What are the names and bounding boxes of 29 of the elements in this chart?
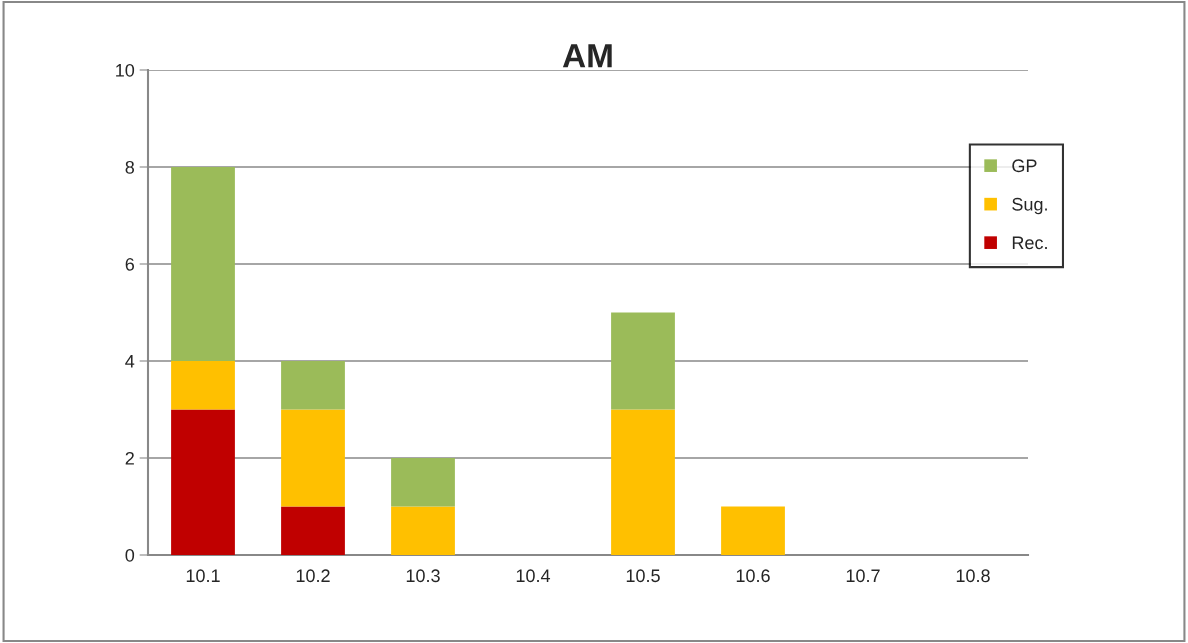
legend-label: Sug. (1012, 197, 1047, 215)
legend-label: Rec. (1012, 236, 1047, 250)
bar (391, 458, 455, 507)
y-tick-label: 6 (125, 257, 135, 271)
y-tick-label: 10 (116, 63, 135, 77)
x-tick-label: 10.5 (626, 569, 660, 583)
bar (611, 409, 675, 555)
bar (611, 312, 675, 410)
bar (171, 167, 235, 361)
x-tick-label: 10.7 (846, 569, 880, 583)
chart-title: AM (562, 44, 612, 68)
y-tick-label: 8 (125, 160, 135, 174)
bar (391, 506, 455, 555)
y-tick-label: 0 (125, 548, 135, 562)
x-tick-label: 10.1 (186, 569, 220, 583)
bar (281, 506, 345, 555)
x-tick-label: 10.2 (296, 569, 330, 583)
x-tick-label: 10.4 (516, 569, 551, 583)
y-tick-label: 4 (125, 355, 135, 368)
x-tick-label: 10.6 (736, 569, 770, 583)
y-tick-label: 2 (125, 451, 134, 465)
bar (171, 361, 235, 410)
bar (281, 409, 345, 507)
bar (171, 409, 235, 555)
legend-label: GP (1012, 159, 1037, 173)
bar (281, 361, 345, 410)
x-tick-label: 10.3 (406, 569, 440, 583)
bar (721, 506, 785, 555)
x-tick-label: 10.8 (956, 569, 990, 583)
